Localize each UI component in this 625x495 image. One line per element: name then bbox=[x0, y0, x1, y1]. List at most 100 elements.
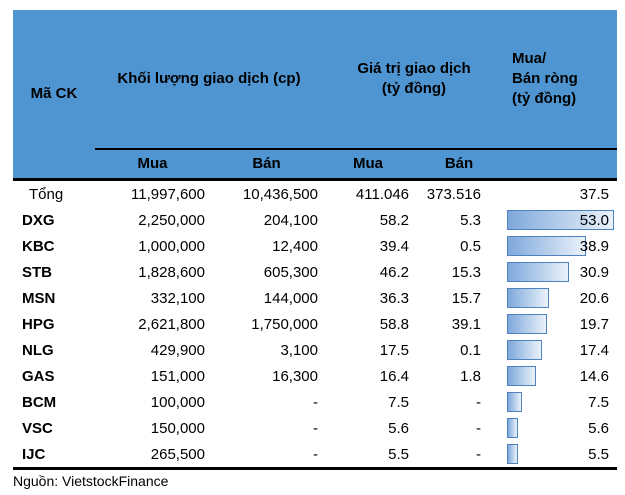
net-value: 30.9 bbox=[579, 263, 609, 281]
value-buy-cell: 16.4 bbox=[379, 367, 409, 385]
table-row: BCM 100,000 - 7.5 - 7.5 bbox=[13, 389, 617, 415]
table-row: MSN 332,100 144,000 36.3 15.7 20.6 bbox=[13, 285, 617, 311]
ticker-cell: DXG bbox=[22, 211, 55, 229]
value-buy-cell: 36.3 bbox=[379, 289, 409, 307]
value-sell-cell: 373.516 bbox=[426, 185, 481, 203]
volume-buy-cell: 100,000 bbox=[150, 393, 205, 411]
header-volume-group: Khối lượng giao dịch (cp) bbox=[95, 10, 323, 150]
net-cell: 5.6 bbox=[505, 415, 617, 441]
ticker-cell: GAS bbox=[22, 367, 55, 385]
value-buy-cell: 39.4 bbox=[379, 237, 409, 255]
header-value-group: Giá trị giao dịch (tỷ đồng) bbox=[323, 10, 505, 150]
net-cell: 30.9 bbox=[505, 259, 617, 285]
volume-buy-cell: 332,100 bbox=[150, 289, 205, 307]
volume-buy-cell: 151,000 bbox=[150, 367, 205, 385]
volume-sell-cell: 605,300 bbox=[263, 263, 318, 281]
value-buy-cell: 58.2 bbox=[379, 211, 409, 229]
value-sell-cell: - bbox=[476, 393, 481, 411]
table-row: KBC 1,000,000 12,400 39.4 0.5 38.9 bbox=[13, 233, 617, 259]
header-ticker: Mã CK bbox=[30, 84, 78, 102]
net-cell: 53.0 bbox=[505, 207, 617, 233]
net-cell: 5.5 bbox=[505, 441, 617, 467]
value-sell-cell: 15.3 bbox=[451, 263, 481, 281]
net-data-bar bbox=[507, 444, 519, 464]
volume-sell-cell: - bbox=[313, 445, 318, 463]
net-value: 7.5 bbox=[588, 393, 609, 411]
volume-sell-cell: 16,300 bbox=[272, 367, 318, 385]
net-value: 20.6 bbox=[579, 289, 609, 307]
net-value: 53.0 bbox=[579, 211, 609, 229]
net-data-bar bbox=[507, 210, 614, 230]
value-buy-cell: 46.2 bbox=[379, 263, 409, 281]
volume-buy-cell: 2,250,000 bbox=[138, 211, 205, 229]
subheader-volume-sell: Bán bbox=[252, 154, 281, 172]
table-header: Mã CK Khối lượng giao dịch (cp) Giá trị … bbox=[13, 10, 617, 181]
table-row: VSC 150,000 - 5.6 - 5.6 bbox=[13, 415, 617, 441]
ticker-cell: STB bbox=[22, 263, 52, 281]
value-sell-cell: 1.8 bbox=[460, 367, 481, 385]
net-data-bar bbox=[507, 366, 537, 386]
net-data-bar bbox=[507, 418, 519, 438]
ticker-cell: VSC bbox=[22, 419, 53, 437]
net-cell: 37.5 bbox=[505, 181, 617, 207]
table-row: DXG 2,250,000 204,100 58.2 5.3 53.0 bbox=[13, 207, 617, 233]
net-value: 19.7 bbox=[579, 315, 609, 333]
net-data-bar bbox=[507, 392, 523, 412]
volume-sell-cell: 3,100 bbox=[280, 341, 318, 359]
volume-sell-cell: 144,000 bbox=[263, 289, 318, 307]
ticker-cell: MSN bbox=[22, 289, 56, 307]
value-sell-cell: 0.5 bbox=[460, 237, 481, 255]
subheader-value-buy: Mua bbox=[353, 154, 383, 172]
trading-table: Mã CK Khối lượng giao dịch (cp) Giá trị … bbox=[13, 10, 617, 470]
net-value: 37.5 bbox=[579, 185, 609, 203]
subheader-volume-buy: Mua bbox=[137, 154, 168, 172]
volume-sell-cell: 1,750,000 bbox=[251, 315, 318, 333]
volume-sell-cell: 12,400 bbox=[272, 237, 318, 255]
ticker-cell: NLG bbox=[22, 341, 54, 359]
table-row: GAS 151,000 16,300 16.4 1.8 14.6 bbox=[13, 363, 617, 389]
net-cell: 7.5 bbox=[505, 389, 617, 415]
volume-buy-cell: 429,900 bbox=[150, 341, 205, 359]
table-row: NLG 429,900 3,100 17.5 0.1 17.4 bbox=[13, 337, 617, 363]
table-row: HPG 2,621,800 1,750,000 58.8 39.1 19.7 bbox=[13, 311, 617, 337]
volume-sell-cell: - bbox=[313, 419, 318, 437]
volume-buy-cell: 2,621,800 bbox=[138, 315, 205, 333]
net-value: 5.6 bbox=[588, 419, 609, 437]
table-row: STB 1,828,600 605,300 46.2 15.3 30.9 bbox=[13, 259, 617, 285]
volume-buy-cell: 265,500 bbox=[150, 445, 205, 463]
subheader-value-sell: Bán bbox=[444, 154, 474, 172]
net-value: 38.9 bbox=[579, 237, 609, 255]
ticker-cell: KBC bbox=[22, 237, 55, 255]
volume-buy-cell: 11,997,600 bbox=[131, 185, 205, 203]
value-sell-cell: 5.3 bbox=[460, 211, 481, 229]
volume-sell-cell: 10,436,500 bbox=[242, 185, 318, 203]
net-value: 14.6 bbox=[579, 367, 609, 385]
net-cell: 20.6 bbox=[505, 285, 617, 311]
net-data-bar bbox=[507, 236, 586, 256]
volume-buy-cell: 1,828,600 bbox=[138, 263, 205, 281]
ticker-cell: IJC bbox=[22, 445, 46, 463]
net-data-bar bbox=[507, 262, 570, 282]
value-buy-cell: 411.046 bbox=[355, 185, 409, 203]
ticker-cell: BCM bbox=[22, 393, 57, 411]
net-data-bar bbox=[507, 314, 547, 334]
value-sell-cell: 39.1 bbox=[451, 315, 481, 333]
ticker-cell: HPG bbox=[22, 315, 55, 333]
value-buy-cell: 17.5 bbox=[379, 341, 409, 359]
source-note: Nguồn: VietstockFinance bbox=[13, 473, 169, 489]
net-cell: 17.4 bbox=[505, 337, 617, 363]
value-buy-cell: 7.5 bbox=[388, 393, 409, 411]
volume-buy-cell: 1,000,000 bbox=[138, 237, 205, 255]
volume-sell-cell: - bbox=[313, 393, 318, 411]
table-row: Tổng 11,997,600 10,436,500 411.046 373.5… bbox=[13, 181, 617, 207]
net-cell: 19.7 bbox=[505, 311, 617, 337]
table-body: Tổng 11,997,600 10,436,500 411.046 373.5… bbox=[13, 181, 617, 470]
volume-sell-cell: 204,100 bbox=[263, 211, 318, 229]
value-buy-cell: 58.8 bbox=[379, 315, 409, 333]
net-data-bar bbox=[507, 288, 549, 308]
net-cell: 14.6 bbox=[505, 363, 617, 389]
header-net-group: Mua/ Bán ròng (tỷ đồng) bbox=[505, 10, 617, 150]
net-value: 17.4 bbox=[579, 341, 609, 359]
net-cell: 38.9 bbox=[505, 233, 617, 259]
